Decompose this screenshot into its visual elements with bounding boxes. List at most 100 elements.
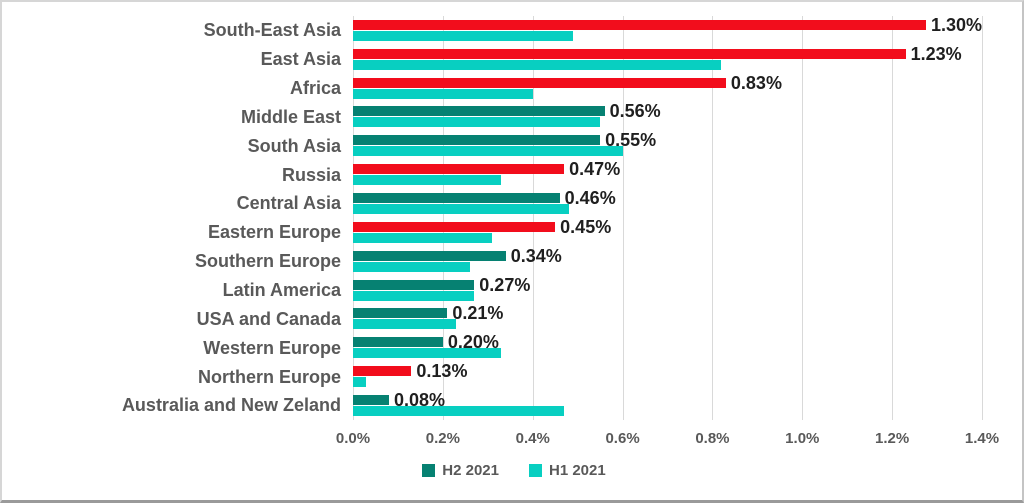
chart-row: Western Europe 0.20% [2,332,1022,362]
bar-h2-2021 [353,77,726,88]
category-label: South-East Asia [203,20,341,41]
chart-row: Australia and New Zeland 0.08% [2,389,1022,420]
category-label: Australia and New Zeland [121,395,341,416]
gridline-1.2% [892,16,894,420]
data-label: 0.83% [730,72,782,93]
bar-h1-2021 [353,261,470,272]
x-axis-tick: 0.2% [425,430,460,447]
bar-h1-2021 [353,290,475,301]
data-label: 0.34% [510,245,562,266]
gridline-0.0% [353,16,354,420]
data-label: 0.08% [393,389,445,410]
chart-row: Central Asia 0.46% [2,189,1022,218]
chart-row: Northern Europe 0.13% [2,361,1022,391]
bar-h2-2021 [353,135,601,146]
chart-row: Latin America 0.27% [2,274,1022,305]
chart-row: USA and Canada 0.21% [2,303,1022,333]
legend-item-h2-2021: H2 2021 [422,463,499,478]
bar-h1-2021 [353,30,574,41]
data-label: 0.56% [609,101,661,122]
legend-item-h1-2021: H1 2021 [529,463,606,478]
bar-h2-2021 [353,221,556,232]
gridline-0.4% [532,16,534,420]
category-label: Eastern Europe [207,222,341,243]
chart-rows: South-East Asia 1.30% East Asia 1.23% Africa… [2,14,1022,420]
bar-h1-2021 [353,377,367,388]
chart-row: Africa 0.83% [2,72,1022,103]
gridline-0.8% [712,16,714,420]
data-label: 1.30% [930,14,982,35]
category-label: Western Europe [203,337,341,358]
bar-h2-2021 [353,394,389,405]
bar-h2-2021 [353,164,565,175]
x-axis-tick: 1.4% [964,430,1000,447]
gridline-0.6% [622,16,624,420]
category-label: Central Asia [236,193,341,214]
chart-row: Eastern Europe 0.45% [2,216,1022,247]
data-label: 0.45% [560,216,612,237]
bar-group: 0.47% [353,159,982,186]
bar-h1-2021 [353,232,493,243]
gridline-1.0% [802,16,804,420]
x-axis-tick: 0.8% [695,430,730,447]
data-label: 0.20% [447,332,499,353]
data-label: 0.13% [416,361,468,382]
bar-group: 0.34% [353,245,982,272]
bar-group: 1.23% [353,43,982,70]
bar-h2-2021 [353,106,605,117]
bar-h2-2021 [353,192,560,203]
category-label: Northern Europe [197,366,341,387]
bar-h1-2021 [353,59,722,70]
bar-group: 1.30% [353,14,982,41]
chart-row: South Asia 0.55% [2,131,1022,160]
category-label: East Asia [260,49,341,70]
bar-h1-2021 [353,348,502,359]
category-label: Southern Europe [194,251,341,272]
category-label: Africa [289,78,341,99]
bar-group: 0.27% [353,274,982,301]
chart-row: Southern Europe 0.34% [2,245,1022,276]
bar-group: 0.13% [353,361,982,388]
chart-row: Russia 0.47% [2,159,1022,189]
plot-area [353,16,983,420]
legend-label-h2-2021: H2 2021 [442,462,499,479]
bar-h2-2021 [353,366,412,377]
bar-h1-2021 [353,319,457,330]
data-label: 0.47% [569,159,621,180]
bar-h1-2021 [353,203,569,214]
x-axis-tick: 1.0% [785,430,820,447]
bar-h2-2021 [353,337,443,348]
x-axis-tick: 0.0% [335,430,371,447]
category-label: South Asia [247,135,341,156]
legend-swatch-h1-2021-icon [529,464,542,477]
bar-group: 0.08% [353,389,982,416]
legend: H2 2021 H1 2021 [2,463,1022,478]
bar-h2-2021 [353,19,926,30]
bar-h2-2021 [353,250,506,261]
bar-group: 0.55% [353,131,982,157]
bar-h1-2021 [353,405,565,416]
bar-group: 0.21% [353,303,982,330]
category-label: Latin America [222,280,341,301]
category-label: Russia [281,164,341,185]
x-axis-tick: 0.6% [605,430,640,447]
bar-group: 0.56% [353,101,982,128]
category-label: USA and Canada [196,308,341,329]
gridline-0.2% [442,16,444,420]
data-label: 0.21% [452,303,504,324]
category-label: Middle East [240,106,341,127]
chart-row: Middle East 0.56% [2,101,1022,132]
bar-h2-2021 [353,308,448,319]
bar-group: 0.20% [353,332,982,359]
bar-h1-2021 [353,146,623,157]
bar-group: 0.46% [353,189,982,214]
chart-row: South-East Asia 1.30% [2,14,1022,45]
bar-h1-2021 [353,175,502,186]
gridline-1.4% [982,16,983,420]
bar-h2-2021 [353,48,906,59]
data-label: 1.23% [910,43,962,64]
data-label: 0.27% [479,274,531,295]
bar-group: 0.83% [353,72,982,99]
bar-h1-2021 [353,88,533,99]
x-axis-tick: 1.2% [875,430,910,447]
